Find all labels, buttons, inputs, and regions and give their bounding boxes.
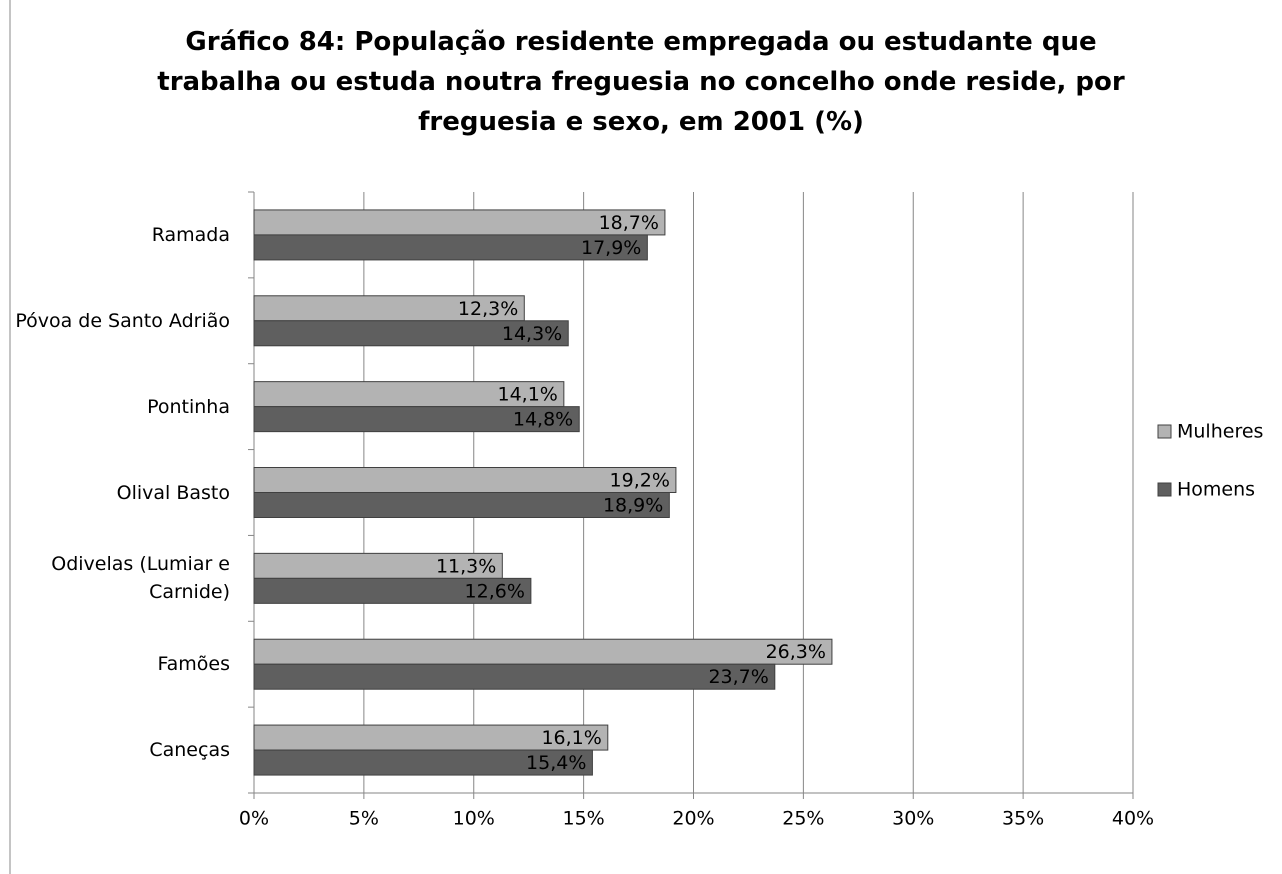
data-label: 12,3% (458, 298, 518, 320)
data-label: 17,9% (581, 237, 641, 259)
data-label: 18,9% (603, 495, 663, 517)
bar (253, 492, 670, 518)
y-tick-label: Pontinha (147, 395, 230, 418)
bar (253, 638, 833, 665)
y-tick-label: Olival Basto (116, 481, 230, 504)
x-tick-label: 40% (1112, 808, 1154, 830)
data-label: 19,2% (610, 470, 670, 492)
data-label: 23,7% (708, 666, 768, 688)
bar (253, 406, 580, 433)
chart-title: Gráfico 84: População residente empregad… (157, 27, 1125, 137)
x-tick-label: 30% (892, 808, 934, 830)
bar (253, 663, 776, 690)
x-tick-label: 15% (563, 808, 605, 830)
x-tick-label: 10% (453, 808, 495, 830)
y-tick-label: Odivelas (Lumiar e Carnide) (51, 553, 230, 604)
y-tick-label: Ramada (151, 223, 230, 246)
y-tick-label: Póvoa de Santo Adrião (15, 309, 230, 332)
data-label: 11,3% (436, 555, 496, 577)
x-tick-label: 20% (672, 808, 714, 830)
data-label: 14,3% (502, 323, 562, 345)
bar (253, 381, 565, 408)
y-tick-label: Caneças (149, 739, 230, 762)
bar (253, 552, 503, 579)
legend-swatch (1157, 482, 1172, 497)
x-tick-label: 25% (782, 808, 824, 830)
bar (253, 209, 666, 236)
x-tick-label: 35% (1002, 808, 1044, 830)
data-label: 26,3% (766, 641, 826, 663)
bar (253, 234, 648, 261)
legend-swatch (1157, 424, 1172, 439)
legend-label: Mulheres (1177, 421, 1263, 443)
bar (253, 749, 593, 776)
x-tick-label: 0% (239, 808, 269, 830)
data-label: 15,4% (526, 752, 586, 774)
data-label: 12,6% (465, 580, 525, 602)
data-label: 16,1% (541, 727, 601, 749)
data-label: 14,8% (513, 409, 573, 431)
y-tick-label: Famões (157, 653, 230, 676)
bar (253, 295, 525, 322)
bar (253, 577, 532, 604)
data-label: 14,1% (497, 384, 557, 406)
legend-label: Homens (1177, 479, 1255, 501)
x-tick-label: 5% (349, 808, 379, 830)
bar (253, 320, 569, 347)
data-label: 18,7% (599, 212, 659, 234)
chart-border (9, 0, 11, 874)
